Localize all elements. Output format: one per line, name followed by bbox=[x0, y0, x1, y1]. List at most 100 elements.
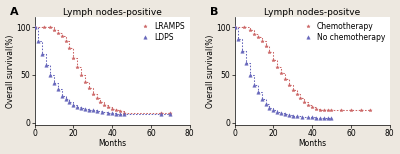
LRAMPS bbox=[98, 101, 103, 103]
Chemotherapy bbox=[321, 109, 326, 111]
LDPS bbox=[158, 113, 163, 115]
LDPS bbox=[40, 53, 45, 55]
No chemotherapy bbox=[271, 109, 276, 111]
LDPS bbox=[44, 65, 49, 66]
No chemotherapy bbox=[294, 115, 299, 117]
No chemotherapy bbox=[236, 38, 241, 39]
LDPS bbox=[94, 111, 99, 112]
LRAMPS bbox=[71, 57, 76, 59]
LRAMPS bbox=[102, 104, 107, 106]
X-axis label: Months: Months bbox=[98, 139, 126, 148]
Y-axis label: Overall survival(%): Overall survival(%) bbox=[206, 34, 214, 108]
Chemotherapy bbox=[314, 108, 318, 109]
LDPS bbox=[67, 101, 72, 103]
No chemotherapy bbox=[263, 103, 268, 105]
Chemotherapy bbox=[294, 93, 299, 95]
Chemotherapy bbox=[325, 109, 330, 111]
No chemotherapy bbox=[314, 117, 318, 119]
LRAMPS bbox=[158, 112, 163, 114]
LRAMPS bbox=[86, 87, 91, 89]
Chemotherapy bbox=[263, 45, 268, 47]
No chemotherapy bbox=[321, 117, 326, 119]
Chemotherapy bbox=[271, 59, 276, 61]
LDPS bbox=[63, 98, 68, 100]
LRAMPS bbox=[168, 112, 173, 114]
Line: LRAMPS: LRAMPS bbox=[33, 25, 172, 115]
LDPS bbox=[56, 88, 60, 90]
Chemotherapy bbox=[242, 26, 247, 28]
Chemotherapy bbox=[259, 41, 264, 42]
No chemotherapy bbox=[282, 113, 287, 115]
Title: Lymph nodes-positve: Lymph nodes-positve bbox=[264, 8, 360, 17]
No chemotherapy bbox=[252, 84, 256, 85]
LRAMPS bbox=[32, 26, 37, 28]
No chemotherapy bbox=[318, 117, 322, 119]
No chemotherapy bbox=[256, 91, 260, 93]
LDPS bbox=[110, 112, 114, 114]
LRAMPS bbox=[75, 66, 80, 68]
LRAMPS bbox=[42, 26, 47, 28]
LDPS bbox=[32, 26, 37, 28]
LDPS bbox=[86, 109, 91, 110]
LRAMPS bbox=[90, 93, 95, 95]
Chemotherapy bbox=[279, 72, 284, 74]
LDPS bbox=[106, 112, 111, 114]
LDPS bbox=[59, 95, 64, 97]
Legend: LRAMPS, LDPS: LRAMPS, LDPS bbox=[138, 21, 186, 43]
LRAMPS bbox=[59, 35, 64, 36]
No chemotherapy bbox=[240, 50, 245, 52]
No chemotherapy bbox=[244, 63, 249, 64]
Chemotherapy bbox=[329, 109, 334, 111]
Chemotherapy bbox=[339, 109, 344, 111]
No chemotherapy bbox=[232, 26, 237, 28]
No chemotherapy bbox=[248, 74, 252, 76]
LDPS bbox=[48, 74, 52, 76]
LRAMPS bbox=[82, 81, 87, 83]
LRAMPS bbox=[48, 26, 52, 28]
Chemotherapy bbox=[267, 51, 272, 53]
Chemotherapy bbox=[368, 109, 373, 111]
Chemotherapy bbox=[310, 106, 314, 108]
Chemotherapy bbox=[232, 26, 237, 28]
LDPS bbox=[82, 108, 87, 109]
No chemotherapy bbox=[329, 117, 334, 119]
Line: Chemotherapy: Chemotherapy bbox=[233, 25, 372, 112]
No chemotherapy bbox=[267, 107, 272, 109]
LDPS bbox=[100, 111, 105, 113]
Chemotherapy bbox=[282, 78, 287, 80]
Text: A: A bbox=[10, 7, 18, 17]
No chemotherapy bbox=[290, 115, 295, 117]
Line: LDPS: LDPS bbox=[33, 25, 172, 116]
No chemotherapy bbox=[325, 117, 330, 119]
LRAMPS bbox=[106, 106, 111, 108]
LDPS bbox=[36, 41, 41, 42]
No chemotherapy bbox=[306, 116, 311, 118]
LRAMPS bbox=[110, 108, 114, 109]
LRAMPS bbox=[67, 47, 72, 49]
Legend: Chemotherapy, No chemotherapy: Chemotherapy, No chemotherapy bbox=[300, 21, 386, 43]
Chemotherapy bbox=[358, 109, 363, 111]
No chemotherapy bbox=[300, 116, 305, 118]
Title: Lymph nodes-positive: Lymph nodes-positive bbox=[63, 8, 162, 17]
LDPS bbox=[90, 109, 95, 111]
LDPS bbox=[75, 106, 80, 108]
No chemotherapy bbox=[279, 112, 284, 114]
LRAMPS bbox=[63, 41, 68, 42]
LRAMPS bbox=[52, 29, 56, 31]
Line: No chemotherapy: No chemotherapy bbox=[233, 25, 333, 120]
Chemotherapy bbox=[306, 104, 311, 106]
X-axis label: Months: Months bbox=[298, 139, 326, 148]
LDPS bbox=[52, 82, 56, 84]
LDPS bbox=[79, 107, 84, 109]
No chemotherapy bbox=[310, 116, 314, 118]
No chemotherapy bbox=[259, 98, 264, 100]
LRAMPS bbox=[94, 97, 99, 99]
LRAMPS bbox=[79, 74, 84, 76]
LDPS bbox=[71, 104, 76, 106]
LDPS bbox=[168, 113, 173, 115]
LDPS bbox=[114, 113, 118, 115]
Chemotherapy bbox=[298, 97, 303, 99]
LRAMPS bbox=[121, 112, 126, 114]
No chemotherapy bbox=[275, 111, 280, 113]
No chemotherapy bbox=[286, 114, 291, 116]
